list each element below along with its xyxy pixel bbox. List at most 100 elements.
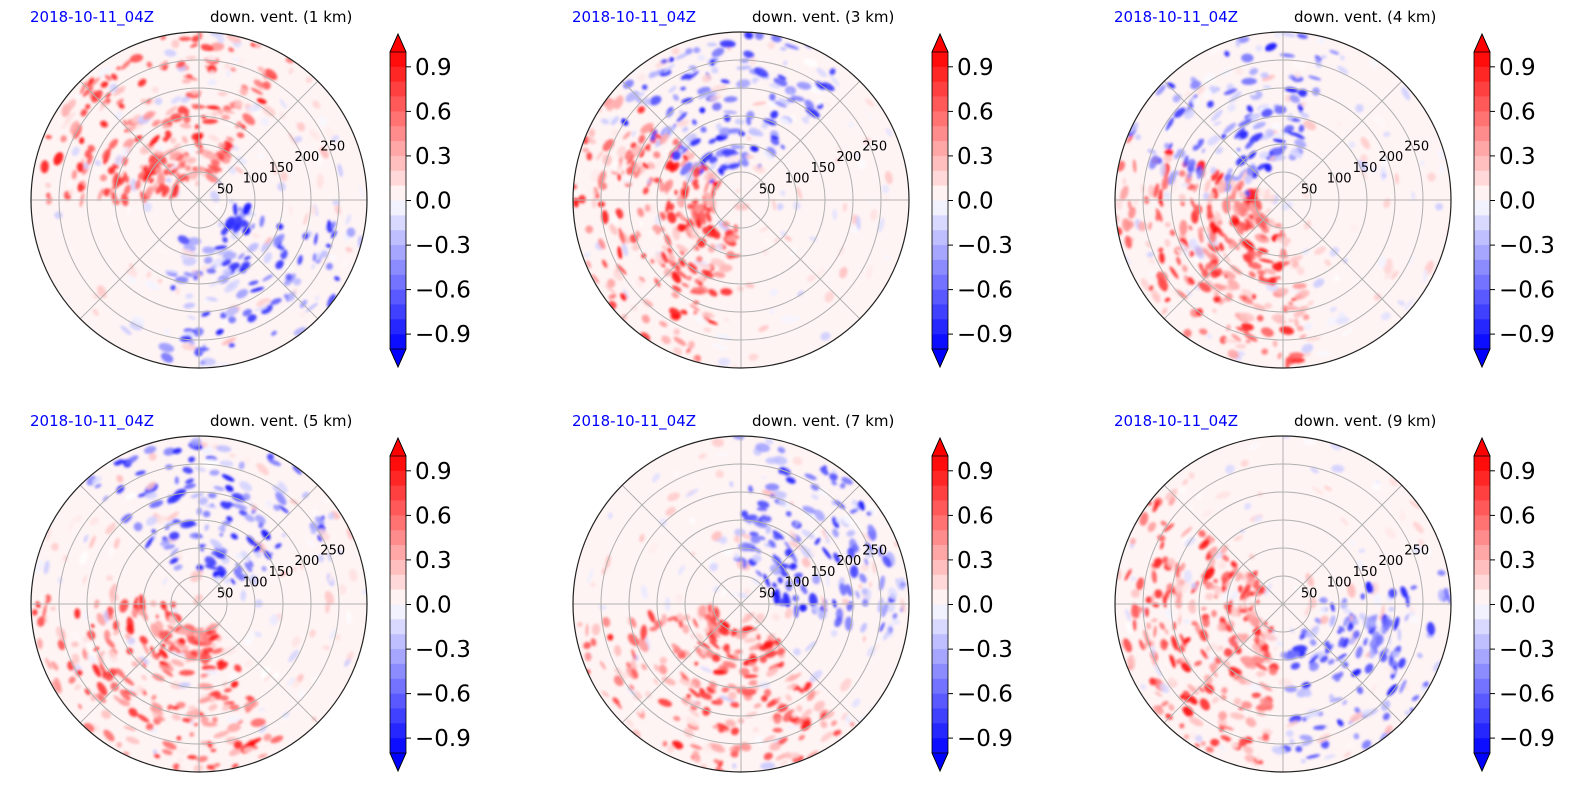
colorbar-segment: [390, 604, 406, 620]
colorbar-segment: [390, 259, 406, 276]
angular-gridline-315: [1282, 199, 1403, 320]
colorbar-segment: [1474, 155, 1490, 172]
polar-boundary: [30, 435, 368, 773]
colorbar-tick-label: −0.3: [415, 233, 471, 259]
angular-gridline-135: [1163, 80, 1284, 201]
colorbar-tick-label: 0.0: [415, 593, 452, 619]
colorbar-segment: [1474, 738, 1490, 754]
angular-gridline-45: [1282, 484, 1403, 605]
panel-date-label: 2018-10-11_04Z: [30, 412, 155, 430]
angular-gridline-45: [740, 484, 861, 605]
polar-grid: [1115, 32, 1451, 368]
colorbar-segment: [932, 470, 948, 486]
colorbar-extend-min: [931, 752, 949, 772]
colorbar-outline: [931, 33, 949, 368]
colorbar-tick-label: 0.9: [1499, 55, 1536, 81]
panel-title: down. vent. (3 km): [752, 8, 895, 26]
colorbar-segment: [390, 141, 406, 157]
colorbar-segment: [1474, 96, 1490, 112]
colorbar-segment: [390, 693, 406, 709]
colorbar-segment: [1474, 619, 1490, 635]
colorbar-segment: [390, 708, 406, 724]
radial-tick-label: 150: [1353, 565, 1378, 580]
colorbar-tick-label: 0.6: [1499, 99, 1536, 125]
polar-boundary: [572, 435, 910, 773]
angular-gridline-315: [740, 603, 861, 724]
angular-gridline-225: [79, 603, 200, 724]
colorbar-segment: [390, 634, 406, 650]
radial-tick-label: 250: [862, 543, 887, 558]
colorbar-extend-min: [931, 348, 949, 368]
colorbar-segment: [932, 500, 948, 516]
radial-tick-label: 50: [217, 182, 234, 197]
colorbar-segment: [1474, 111, 1490, 127]
colorbar-segment: [390, 470, 406, 486]
colorbar-segment: [932, 530, 948, 546]
colorbar-segment: [932, 81, 948, 97]
colorbar-segment: [932, 274, 948, 290]
angular-gridline-315: [198, 603, 319, 724]
radial-tick-label: 150: [811, 565, 836, 580]
colorbar-tick-label: −0.9: [415, 322, 471, 348]
colorbar-segment: [1474, 708, 1490, 724]
radial-tick-label: 200: [837, 150, 862, 165]
colorbar-segment: [390, 530, 406, 546]
colorbar-segment: [390, 678, 406, 694]
colorbar-segment: [932, 723, 948, 739]
angular-gridline-45: [198, 484, 319, 605]
colorbar-segment: [932, 634, 948, 650]
colorbar-outline: [1473, 437, 1491, 772]
colorbar-segment: [932, 126, 948, 142]
field-texture: [40, 32, 365, 368]
colorbar-segment: [390, 66, 406, 82]
field-texture: [1116, 436, 1451, 766]
radial-tick-label: 150: [269, 565, 294, 580]
colorbar-extend-max: [1473, 437, 1491, 457]
colorbar-segment: [932, 52, 948, 68]
colorbar-tick-label: 0.9: [1499, 459, 1536, 485]
colorbar-segment: [390, 545, 406, 561]
colorbar-tick-label: −0.6: [415, 278, 471, 304]
colorbar-outline: [389, 437, 407, 772]
colorbar-segment: [932, 708, 948, 724]
polar-grid: [1115, 436, 1451, 772]
radial-tick-label: 250: [320, 139, 345, 154]
colorbar-segment: [1474, 723, 1490, 739]
colorbar-tick-label: −0.3: [415, 637, 471, 663]
colorbar-segment: [390, 274, 406, 290]
colorbar-segment: [1474, 456, 1490, 472]
colorbar-outline: [931, 437, 949, 772]
colorbar-segment: [390, 619, 406, 635]
panel-title: down. vent. (4 km): [1294, 8, 1437, 26]
colorbar-tick-label: 0.9: [957, 55, 994, 81]
colorbar-tick-label: 0.0: [957, 189, 994, 215]
colorbar-segment: [390, 500, 406, 516]
colorbar-segment: [1474, 245, 1490, 261]
colorbar-segment: [932, 230, 948, 246]
colorbar-segment: [932, 155, 948, 172]
colorbar-segment: [1474, 230, 1490, 246]
colorbar-segment: [932, 215, 948, 231]
colorbar-tick-label: 0.6: [415, 503, 452, 529]
field-texture: [573, 32, 893, 368]
colorbar-tick-label: −0.9: [957, 322, 1013, 348]
colorbar-tick-label: −0.9: [415, 726, 471, 752]
field-texture: [1115, 32, 1450, 368]
colorbar-tick-label: −0.6: [957, 278, 1013, 304]
colorbar-segment: [1474, 334, 1490, 350]
radial-tick-label: 200: [1379, 150, 1404, 165]
radial-tick-label: 50: [1301, 182, 1318, 197]
radial-tick-label: 100: [243, 576, 268, 591]
colorbar-segment: [1474, 515, 1490, 531]
panel-1: 2018-10-11_04Z down. vent. (1 km) 50 100 150…: [0, 0, 540, 390]
colorbar-extend-max: [389, 33, 407, 53]
colorbar-segment: [932, 545, 948, 561]
colorbar-tick-label: 0.6: [957, 503, 994, 529]
colorbar-tick-label: 0.9: [957, 459, 994, 485]
colorbar-extend-max: [931, 33, 949, 53]
colorbar-segment: [932, 515, 948, 531]
colorbar-segment: [1474, 126, 1490, 142]
radial-tick-label: 250: [1404, 139, 1429, 154]
colorbar-tick-label: −0.3: [957, 637, 1013, 663]
colorbar-segment: [932, 693, 948, 709]
